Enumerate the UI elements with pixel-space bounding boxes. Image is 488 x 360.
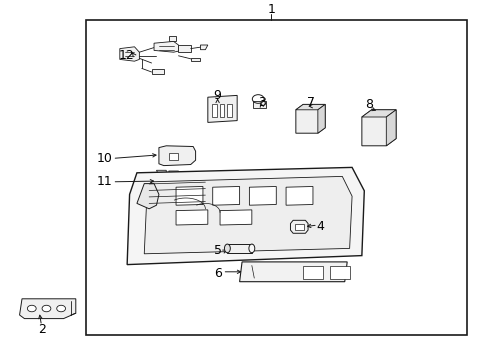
Polygon shape	[154, 41, 178, 52]
Polygon shape	[151, 69, 163, 74]
Polygon shape	[154, 174, 190, 189]
Polygon shape	[295, 104, 325, 133]
Bar	[85, 20, 466, 335]
Text: 7: 7	[306, 96, 314, 109]
Text: 5: 5	[213, 244, 221, 257]
Bar	[226, 104, 231, 117]
Circle shape	[42, 305, 51, 312]
Bar	[168, 153, 178, 160]
Polygon shape	[249, 186, 276, 205]
Polygon shape	[329, 266, 349, 279]
Polygon shape	[159, 146, 195, 166]
Text: 9: 9	[213, 89, 221, 102]
Polygon shape	[168, 171, 178, 175]
Polygon shape	[361, 110, 395, 146]
Polygon shape	[137, 184, 159, 209]
Ellipse shape	[224, 244, 230, 253]
Text: 2: 2	[38, 323, 45, 336]
Text: 1: 1	[267, 3, 275, 15]
Polygon shape	[207, 95, 237, 122]
Polygon shape	[168, 36, 176, 41]
Circle shape	[57, 305, 65, 312]
Bar	[227, 244, 251, 253]
Polygon shape	[120, 47, 139, 61]
Polygon shape	[295, 104, 325, 110]
Text: 4: 4	[316, 220, 324, 233]
Polygon shape	[317, 104, 325, 133]
Polygon shape	[212, 186, 239, 205]
Polygon shape	[253, 101, 265, 108]
Polygon shape	[156, 170, 166, 175]
Polygon shape	[285, 186, 312, 205]
Polygon shape	[127, 167, 364, 265]
Polygon shape	[220, 210, 251, 225]
Text: 12: 12	[119, 49, 134, 62]
Ellipse shape	[248, 244, 254, 253]
Polygon shape	[303, 266, 322, 279]
Text: 11: 11	[97, 175, 112, 188]
Polygon shape	[200, 45, 207, 50]
Bar	[212, 104, 217, 117]
Circle shape	[27, 305, 36, 312]
Polygon shape	[361, 110, 395, 117]
Polygon shape	[20, 299, 76, 319]
Text: 8: 8	[365, 98, 372, 111]
Bar	[219, 104, 224, 117]
Text: 10: 10	[97, 152, 112, 165]
Text: 6: 6	[213, 267, 221, 280]
Polygon shape	[190, 58, 200, 61]
Polygon shape	[176, 186, 203, 205]
Text: 3: 3	[257, 96, 265, 109]
Polygon shape	[386, 110, 395, 146]
Polygon shape	[239, 262, 346, 282]
Polygon shape	[176, 210, 207, 225]
Polygon shape	[144, 176, 351, 254]
Polygon shape	[178, 45, 190, 52]
Bar	[294, 224, 303, 230]
Polygon shape	[290, 220, 307, 233]
